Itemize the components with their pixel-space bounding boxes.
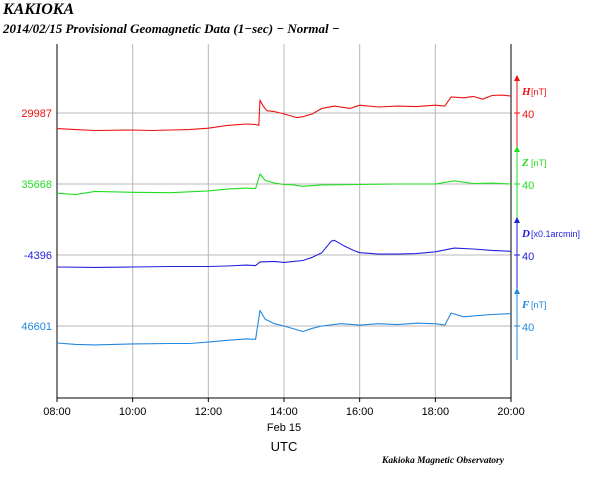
baseline-label-f: 46601 <box>21 321 52 333</box>
scale-arrow-f <box>514 288 520 294</box>
observatory-credit: Kakioka Magnetic Observatory <box>382 456 504 466</box>
baseline-label-h: 29987 <box>21 108 52 120</box>
component-label-f: F <box>521 299 530 311</box>
component-label-d: D <box>521 228 530 240</box>
unit-label-d: [x0.1arcmin] <box>531 229 580 239</box>
x-tick-label: 08:00 <box>43 406 71 418</box>
x-tick-label: 14:00 <box>270 406 298 418</box>
scale-arrow-z <box>514 146 520 152</box>
chart-title: KAKIOKA <box>3 1 75 18</box>
x-tick-label: 16:00 <box>346 406 374 418</box>
series-line-h <box>56 94 512 132</box>
unit-label-z: [nT] <box>531 158 547 168</box>
series-line-f <box>56 309 512 346</box>
unit-label-h: [nT] <box>531 87 547 97</box>
scale-arrow-d <box>514 217 520 223</box>
scale-arrow-h <box>514 75 520 81</box>
series-line-z <box>56 173 512 196</box>
scale-label-f: 40 <box>522 322 534 334</box>
x-tick-label: 20:00 <box>497 406 525 418</box>
component-label-h: H <box>521 86 531 98</box>
baseline-label-z: 35668 <box>21 179 52 191</box>
scale-label-h: 40 <box>522 109 534 121</box>
component-label-z: Z <box>521 157 529 169</box>
scale-label-z: 40 <box>522 180 534 192</box>
x-tick-label: 12:00 <box>195 406 223 418</box>
x-axis-label: UTC <box>271 439 298 454</box>
scale-label-d: 40 <box>522 251 534 263</box>
x-tick-label: 10:00 <box>119 406 147 418</box>
unit-label-f: [nT] <box>531 300 547 310</box>
baseline-label-d: -4396 <box>24 250 52 262</box>
chart-subtitle: 2014/02/15 Provisional Geomagnetic Data … <box>3 21 340 36</box>
series-line-d <box>56 239 512 268</box>
x-tick-label: 18:00 <box>422 406 450 418</box>
x-date-label: Feb 15 <box>267 422 301 434</box>
